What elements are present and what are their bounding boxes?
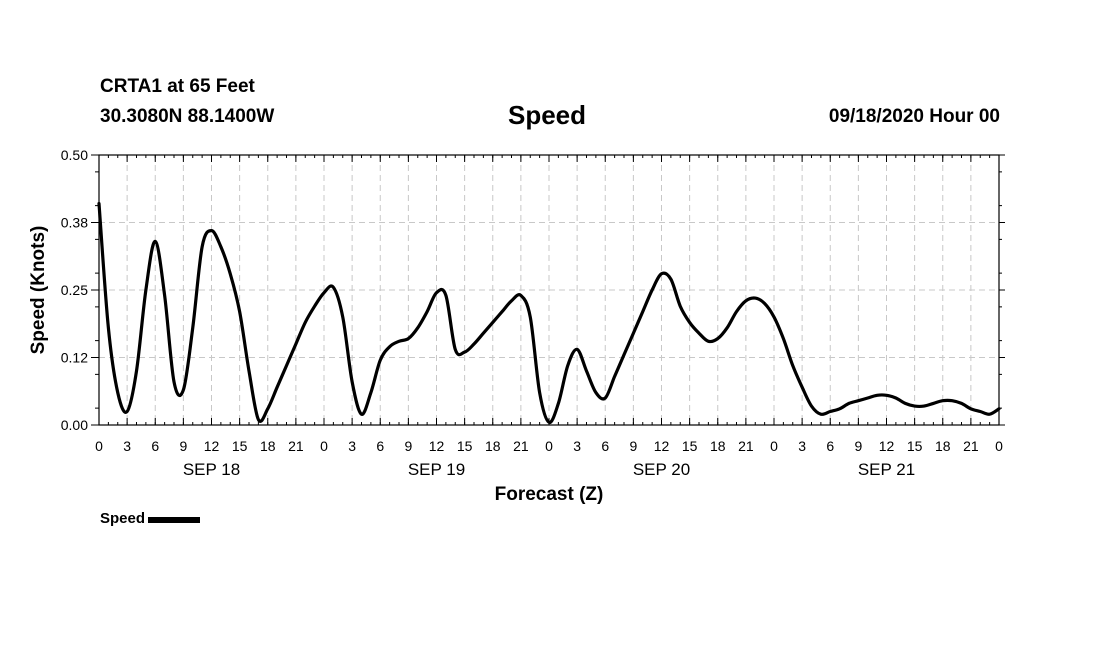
y-tick-label: 0.25 [61, 282, 88, 298]
x-tick-label: 18 [260, 438, 276, 454]
x-tick-label: 18 [935, 438, 951, 454]
x-tick-label: 3 [798, 438, 806, 454]
y-tick-label: 0.38 [61, 215, 88, 231]
x-tick-label: 3 [348, 438, 356, 454]
legend-line-swatch [148, 517, 201, 523]
date-label: SEP 21 [858, 460, 915, 479]
x-tick-label: 9 [629, 438, 637, 454]
date-label: SEP 18 [183, 460, 240, 479]
x-tick-label: 12 [429, 438, 445, 454]
x-tick-label: 21 [288, 438, 304, 454]
x-tick-label: 15 [232, 438, 248, 454]
x-tick-label: 6 [826, 438, 834, 454]
date-label: SEP 19 [408, 460, 465, 479]
x-tick-label: 0 [770, 438, 778, 454]
x-tick-label: 15 [907, 438, 923, 454]
chart-title: Speed [508, 100, 587, 130]
x-tick-label: 0 [95, 438, 103, 454]
x-tick-label: 15 [457, 438, 473, 454]
y-tick-label: 0.50 [61, 147, 88, 163]
forecast-datetime: 09/18/2020 Hour 00 [828, 106, 1000, 127]
x-tick-label: 18 [485, 438, 501, 454]
legend: Speed [100, 510, 201, 527]
x-tick-label: 9 [179, 438, 187, 454]
station-coordinates: 30.3080N 88.1400W [100, 106, 275, 127]
x-tick-label: 9 [854, 438, 862, 454]
y-axis-title: Speed (Knots) [28, 226, 49, 355]
x-tick-label: 0 [320, 438, 328, 454]
x-tick-label: 6 [601, 438, 609, 454]
x-tick-label: 18 [710, 438, 726, 454]
date-label: SEP 20 [633, 460, 690, 479]
x-tick-label: 21 [963, 438, 979, 454]
x-tick-label: 21 [513, 438, 529, 454]
x-tick-label: 9 [404, 438, 412, 454]
y-tick-label: 0.12 [61, 350, 88, 366]
x-tick-label: 12 [204, 438, 220, 454]
y-tick-label: 0.00 [61, 417, 88, 433]
x-tick-label: 6 [151, 438, 159, 454]
speed-series-line [97, 202, 1001, 424]
x-tick-label: 12 [654, 438, 670, 454]
x-tick-label: 15 [682, 438, 698, 454]
x-tick-label: 0 [995, 438, 1003, 454]
x-tick-label: 0 [545, 438, 553, 454]
legend-label: Speed [100, 510, 146, 527]
x-tick-label: 6 [376, 438, 384, 454]
plot-frame [98, 154, 1000, 426]
x-tick-label: 3 [573, 438, 581, 454]
x-tick-label: 21 [738, 438, 754, 454]
x-tick-label: 3 [123, 438, 131, 454]
station-name: CRTA1 at 65 Feet [100, 76, 255, 97]
x-axis-title: Forecast (Z) [495, 484, 604, 505]
x-tick-label: 12 [879, 438, 895, 454]
